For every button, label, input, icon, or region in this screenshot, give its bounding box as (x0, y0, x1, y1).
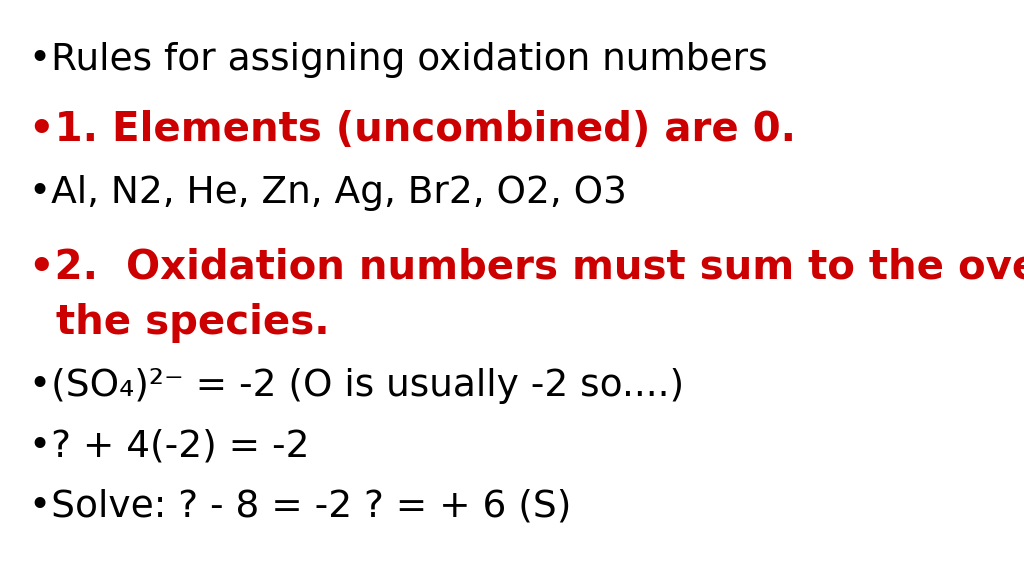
Text: •1. Elements (uncombined) are 0.: •1. Elements (uncombined) are 0. (29, 109, 796, 150)
Text: •(SO₄)²⁻ = -2 (O is usually -2 so....): •(SO₄)²⁻ = -2 (O is usually -2 so....) (29, 368, 684, 404)
Text: the species.: the species. (56, 302, 330, 343)
Text: •? + 4(-2) = -2: •? + 4(-2) = -2 (29, 429, 309, 464)
Text: •Solve: ? - 8 = -2 ? = + 6 (S): •Solve: ? - 8 = -2 ? = + 6 (S) (29, 489, 571, 525)
Text: •2.  Oxidation numbers must sum to the overall charge of: •2. Oxidation numbers must sum to the ov… (29, 248, 1024, 288)
Text: •Al, N2, He, Zn, Ag, Br2, O2, O3: •Al, N2, He, Zn, Ag, Br2, O2, O3 (29, 175, 627, 211)
Text: •Rules for assigning oxidation numbers: •Rules for assigning oxidation numbers (29, 43, 767, 78)
